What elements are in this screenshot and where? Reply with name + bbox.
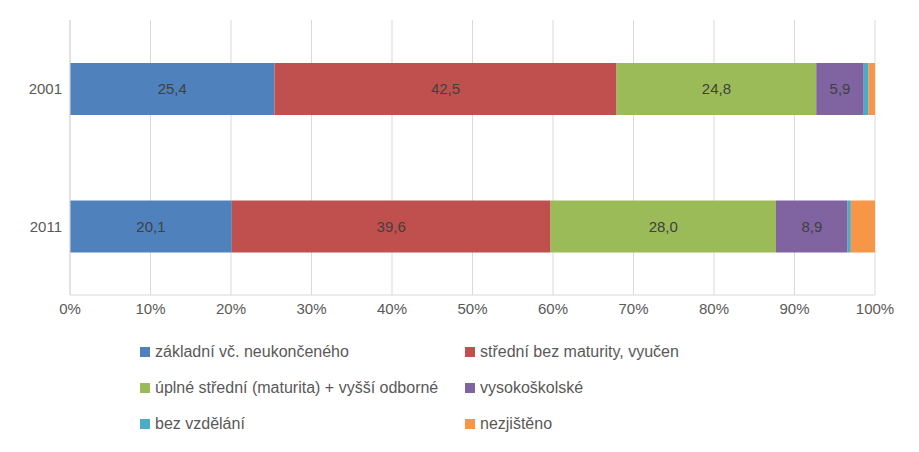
svg-text:90%: 90% bbox=[779, 300, 809, 317]
svg-text:20%: 20% bbox=[216, 300, 246, 317]
html-text:vysokoškolské: vysokoškolské bbox=[480, 379, 584, 396]
svg-text:10%: 10% bbox=[135, 300, 165, 317]
svg-text:60%: 60% bbox=[538, 300, 568, 317]
html-text:střední bez maturity, vyučen: střední bez maturity, vyučen bbox=[480, 343, 679, 360]
svg-text:30%: 30% bbox=[296, 300, 326, 317]
svg-text:39,6: 39,6 bbox=[377, 218, 406, 235]
svg-text:42,5: 42,5 bbox=[431, 80, 460, 97]
svg-text:24,8: 24,8 bbox=[702, 80, 731, 97]
svg-text:25,4: 25,4 bbox=[158, 80, 187, 97]
svg-text:28,0: 28,0 bbox=[649, 218, 678, 235]
html-text:nezjištěno: nezjištěno bbox=[480, 415, 552, 432]
svg-text:40%: 40% bbox=[377, 300, 407, 317]
svg-text:20,1: 20,1 bbox=[136, 218, 165, 235]
svg-text:100%: 100% bbox=[856, 300, 894, 317]
svg-text:50%: 50% bbox=[457, 300, 487, 317]
html-text:úplné střední (maturita) + vyš: úplné střední (maturita) + vyšší odborné bbox=[155, 379, 439, 396]
svg-text:0%: 0% bbox=[59, 300, 81, 317]
svg-text:80%: 80% bbox=[699, 300, 729, 317]
svg-text:5,9: 5,9 bbox=[830, 80, 851, 97]
html-text:základní vč. neukončeného: základní vč. neukončeného bbox=[155, 343, 349, 360]
svg-text:70%: 70% bbox=[618, 300, 648, 317]
svg-text:2001: 2001 bbox=[29, 80, 62, 97]
svg-text:2011: 2011 bbox=[30, 218, 62, 235]
html-text:bez vzdělání: bez vzdělání bbox=[155, 415, 245, 432]
svg-text:8,9: 8,9 bbox=[801, 218, 822, 235]
